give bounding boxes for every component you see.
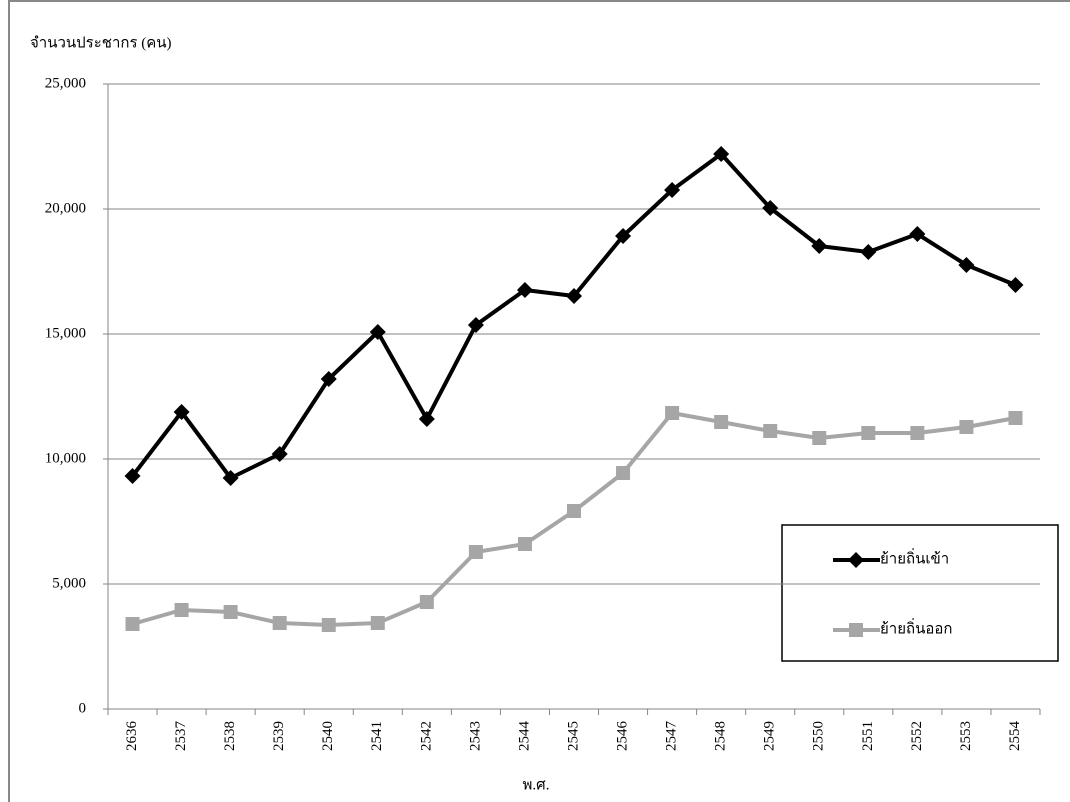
point	[517, 537, 532, 551]
x-tick-label: 2552	[909, 721, 925, 751]
x-tick-label: 2636	[124, 721, 140, 752]
point	[811, 238, 828, 254]
point	[174, 603, 189, 617]
point	[516, 282, 533, 298]
x-tick-label: 2546	[614, 721, 630, 752]
point	[173, 404, 190, 420]
x-tick-label: 2549	[762, 721, 778, 751]
point	[763, 424, 778, 438]
point	[222, 470, 239, 486]
y-tick-label: 15,000	[45, 325, 86, 341]
point	[223, 605, 238, 619]
x-tick-label: 2551	[860, 721, 876, 751]
y-tick-label: 20,000	[45, 200, 86, 216]
point	[860, 244, 877, 260]
x-tick-label: 2542	[418, 721, 434, 751]
legend-label: ย้ายถิ่นเข้า	[880, 547, 949, 567]
x-tick-label: 2539	[271, 721, 287, 751]
x-tick-label: 2537	[173, 721, 189, 752]
point	[124, 468, 141, 484]
point	[664, 182, 681, 198]
x-tick-label: 2547	[664, 721, 680, 752]
point	[370, 616, 385, 630]
point	[566, 288, 582, 304]
point	[910, 426, 925, 440]
point	[468, 545, 483, 559]
legend-label: ย้ายถิ่นออก	[880, 617, 952, 637]
point	[615, 228, 632, 244]
x-tick-label: 2553	[958, 721, 974, 751]
point	[271, 446, 288, 462]
x-axis-title: พ.ศ.	[523, 777, 550, 793]
point	[713, 146, 730, 162]
point	[848, 552, 864, 568]
point	[812, 431, 827, 445]
point	[849, 623, 863, 637]
y-tick-label: 0	[79, 700, 87, 716]
point	[665, 406, 680, 420]
legend-box	[781, 524, 1059, 662]
point	[958, 257, 975, 273]
point	[1008, 411, 1023, 425]
x-tick-label: 2550	[811, 721, 827, 751]
x-tick-label: 2554	[1007, 721, 1023, 752]
point	[1007, 277, 1024, 293]
point	[714, 415, 729, 429]
point	[320, 371, 337, 387]
point	[272, 616, 287, 630]
series-line	[130, 152, 1017, 480]
x-tick-label: 2541	[369, 721, 385, 751]
point	[762, 200, 779, 216]
point	[125, 617, 140, 631]
x-tick-label: 2544	[516, 721, 532, 752]
point	[369, 324, 386, 340]
y-axis-title: จำนวนประชากร (คน)	[30, 34, 172, 51]
point	[959, 420, 974, 434]
x-tick-label: 2538	[222, 721, 238, 751]
x-tick-label: 2543	[467, 721, 483, 751]
y-tick-label: 10,000	[45, 450, 86, 466]
point	[419, 595, 434, 609]
point	[616, 466, 631, 480]
x-tick-label: 2548	[713, 721, 729, 751]
point	[909, 226, 926, 242]
point	[861, 426, 876, 440]
x-tick-label: 2545	[565, 721, 581, 751]
point	[321, 618, 336, 632]
point	[467, 317, 484, 333]
y-tick-label: 25,000	[45, 75, 86, 91]
x-tick-label: 2540	[320, 721, 336, 751]
y-tick-label: 5,000	[52, 575, 86, 591]
point	[567, 504, 581, 518]
point	[418, 411, 435, 427]
